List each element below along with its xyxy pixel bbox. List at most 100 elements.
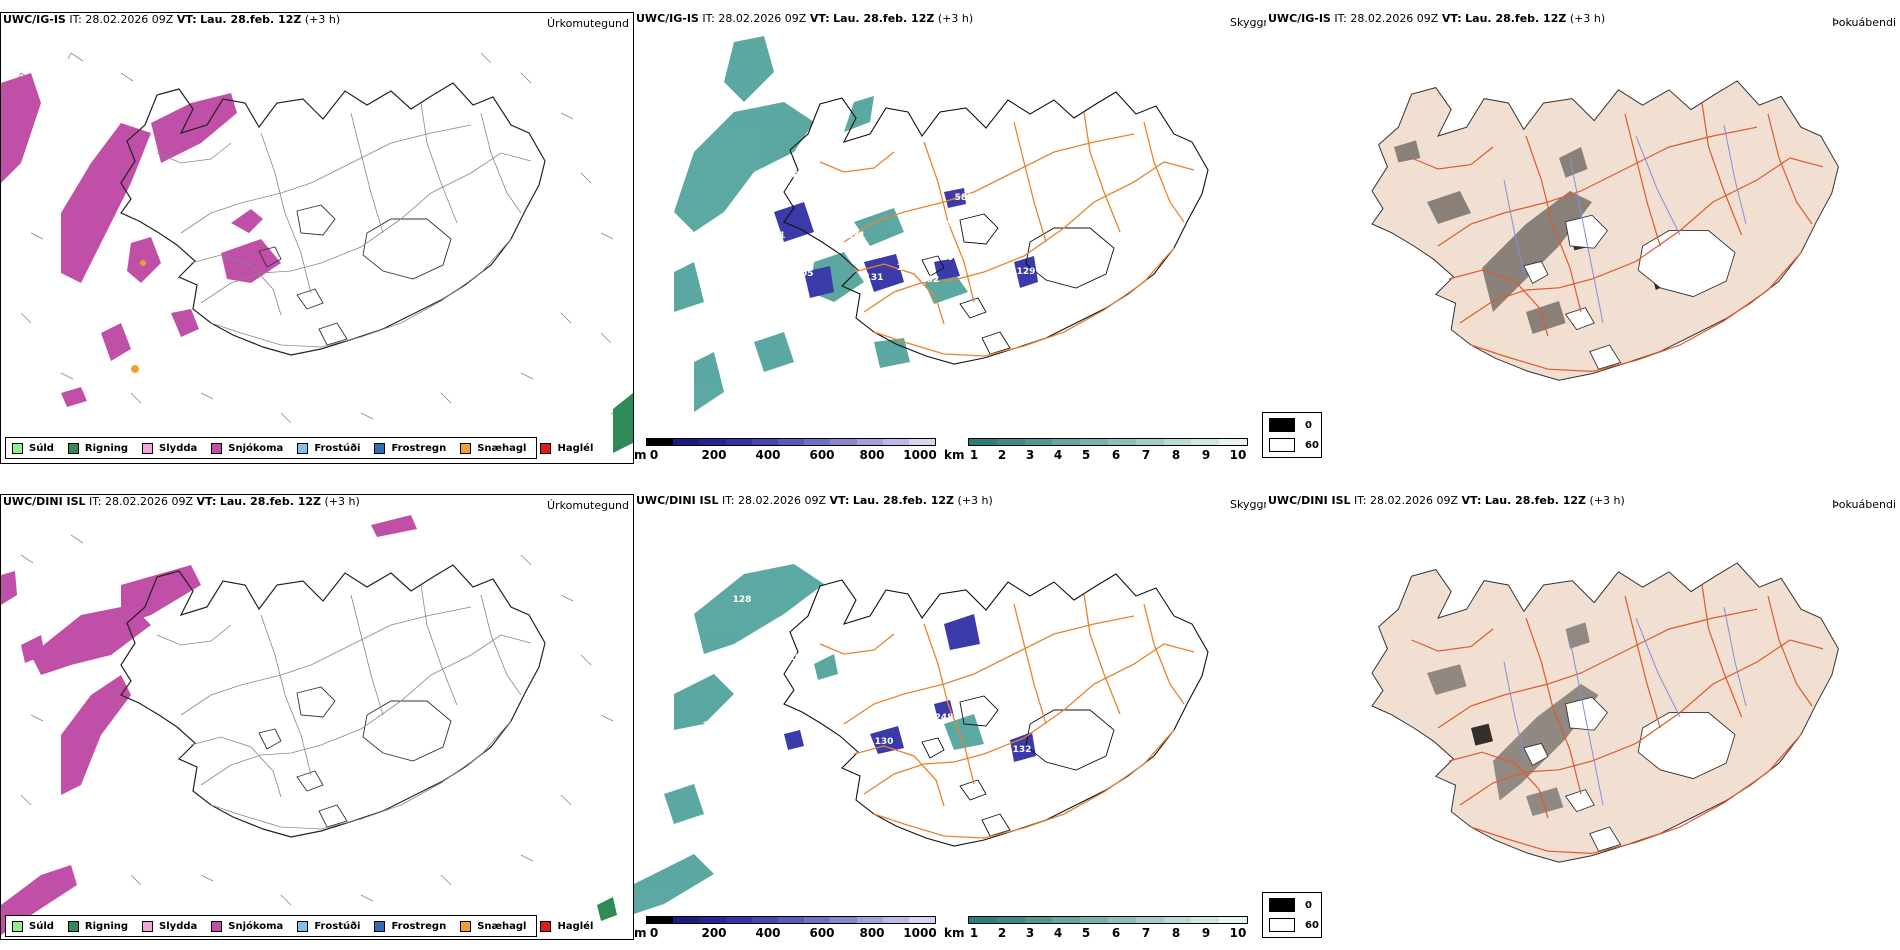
legend-item: Súld: [12, 920, 54, 932]
fog-index-map: [1371, 80, 1839, 381]
legend-swatch: [12, 442, 23, 454]
snow-areas: [1, 73, 281, 407]
rivers: [1503, 124, 1747, 324]
precip-type-map: [1, 515, 617, 935]
low-visibility-areas: [634, 564, 984, 914]
precip-type-panel-1: UWC/IG-IS IT: 28.02.2026 09Z VT: Lau. 28…: [0, 12, 634, 464]
svg-text:505: 505: [795, 269, 814, 279]
legend-item: Haglél: [540, 442, 593, 454]
legend-item: Snjókoma: [211, 920, 283, 932]
legend-swatch: [211, 442, 223, 454]
legend-item: Súld: [12, 442, 54, 454]
fog-shading: [1394, 140, 1592, 334]
legend-swatch: [540, 920, 552, 932]
precip-type-panel-2: UWC/DINI ISL IT: 28.02.2026 09Z VT: Lau.…: [0, 494, 634, 940]
fog-legend-2: 0 60: [1262, 892, 1322, 938]
svg-text:988: 988: [795, 150, 814, 160]
svg-text:411: 411: [767, 231, 786, 241]
fog-legend-1: 0 60: [1262, 412, 1322, 458]
legend-item: Snæhagl: [460, 442, 526, 454]
panel-title: Þokuábendi: [1832, 16, 1896, 29]
visibility-map: 128 263 441 360 130 248 132 168: [634, 564, 1209, 914]
legend-item: Slydda: [142, 920, 197, 932]
svg-text:288: 288: [691, 241, 710, 251]
ceiling-station-labels: 988 382 303 558 411 288 631 505 131 165 …: [691, 150, 1036, 399]
wind-barbs: [17, 52, 624, 424]
svg-text:263: 263: [789, 653, 808, 663]
svg-text:202: 202: [927, 389, 946, 399]
panel-header: UWC/IG-IS IT: 28.02.2026 09Z VT: Lau. 28…: [1268, 12, 1606, 25]
colorbar-unit: m: [634, 926, 647, 940]
svg-text:383: 383: [809, 305, 828, 315]
legend-swatch: [460, 442, 472, 454]
panel-header: UWC/DINI ISL IT: 28.02.2026 09Z VT: Lau.…: [1268, 494, 1625, 507]
ceiling-colorbar: m 0 200 400 600 800 1000: [634, 438, 942, 468]
visibility-colorbar: km 1 2 3 4 5 6 7 8 9 10: [944, 438, 1254, 468]
legend-swatch: [142, 920, 154, 932]
svg-text:382: 382: [787, 171, 806, 181]
panel-header: UWC/IG-IS IT: 28.02.2026 09Z VT: Lau. 28…: [636, 12, 974, 25]
legend-swatch: [297, 442, 309, 454]
legend-swatch: [211, 920, 223, 932]
svg-text:132: 132: [1013, 745, 1032, 755]
legend-swatch: [67, 442, 79, 454]
hail-spot: [131, 260, 146, 373]
rain-patch: [597, 897, 617, 921]
svg-text:167: 167: [941, 253, 960, 263]
legend-item: Haglél: [540, 920, 593, 932]
ceiling-colorbar: m 0 200 400 600 800 1000: [634, 916, 942, 946]
svg-text:558: 558: [821, 221, 840, 231]
svg-text:168: 168: [925, 863, 944, 873]
precip-type-legend: Súld Rigning Slydda Snjókoma Frostúði Fr…: [5, 915, 593, 937]
svg-text:303: 303: [767, 183, 786, 193]
legend-item: Frostregn: [374, 442, 446, 454]
fog-index-map: [1371, 562, 1839, 863]
precip-type-legend: Súld Rigning Slydda Snjókoma Frostúði Fr…: [5, 437, 593, 459]
wind-barbs: [20, 534, 614, 906]
low-ceiling-areas: [784, 614, 1036, 762]
legend-item: Frostúði: [297, 920, 360, 932]
panel-title: Þokuábendi: [1832, 498, 1896, 511]
panel-header: UWC/DINI ISL IT: 28.02.2026 09Z VT: Lau.…: [3, 495, 360, 508]
legend-item: Rigning: [67, 442, 128, 454]
panel-header: UWC/IG-IS IT: 28.02.2026 09Z VT: Lau. 28…: [3, 13, 341, 26]
low-ceiling-areas: [774, 188, 1038, 298]
svg-text:631: 631: [847, 231, 866, 241]
colorbar-unit: m: [634, 448, 647, 462]
fog-index-panel-1: UWC/IG-IS IT: 28.02.2026 09Z VT: Lau. 28…: [1266, 12, 1900, 464]
svg-text:128: 128: [733, 595, 752, 605]
legend-item: Frostregn: [374, 920, 446, 932]
ceiling-station-labels: 128 263 441 360 130 248 132 168: [703, 595, 1032, 873]
panel-title: Skyggni: [1230, 16, 1274, 29]
panel-title: Úrkomutegund: [547, 499, 629, 512]
snow-areas: [1, 515, 417, 935]
svg-text:248: 248: [935, 713, 954, 723]
legend-item: Slydda: [142, 442, 197, 454]
svg-text:130: 130: [875, 737, 894, 747]
visibility-panel-1: UWC/IG-IS IT: 28.02.2026 09Z VT: Lau. 28…: [634, 12, 1273, 464]
legend-item: Rigning: [67, 920, 128, 932]
visibility-panel-2: UWC/DINI ISL IT: 28.02.2026 09Z VT: Lau.…: [634, 494, 1273, 940]
svg-text:360: 360: [703, 721, 722, 731]
visibility-map: 988 382 303 558 411 288 631 505 131 165 …: [674, 36, 1209, 412]
rivers: [1503, 606, 1747, 806]
svg-text:581: 581: [955, 193, 974, 203]
legend-swatch: [374, 920, 386, 932]
fog-index-panel-2: UWC/DINI ISL IT: 28.02.2026 09Z VT: Lau.…: [1266, 494, 1900, 940]
svg-text:165: 165: [897, 263, 916, 273]
rain-patch: [613, 393, 633, 453]
svg-text:305: 305: [905, 387, 924, 397]
svg-text:402: 402: [795, 301, 814, 311]
legend-item: Snæhagl: [460, 920, 526, 932]
panel-title: Skyggni: [1230, 498, 1274, 511]
legend-item: Snjókoma: [211, 442, 283, 454]
legend-swatch: [297, 920, 309, 932]
svg-text:199: 199: [941, 219, 960, 229]
legend-item: Frostúði: [297, 442, 360, 454]
colorbar-unit: km: [944, 926, 965, 940]
svg-text:441: 441: [721, 709, 740, 719]
legend-swatch: [67, 920, 79, 932]
panel-title: Úrkomutegund: [547, 17, 629, 30]
svg-text:199: 199: [821, 311, 840, 321]
panel-header: UWC/DINI ISL IT: 28.02.2026 09Z VT: Lau.…: [636, 494, 993, 507]
